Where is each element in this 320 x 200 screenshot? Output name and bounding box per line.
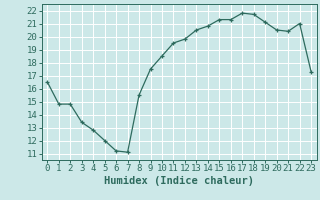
X-axis label: Humidex (Indice chaleur): Humidex (Indice chaleur) — [104, 176, 254, 186]
